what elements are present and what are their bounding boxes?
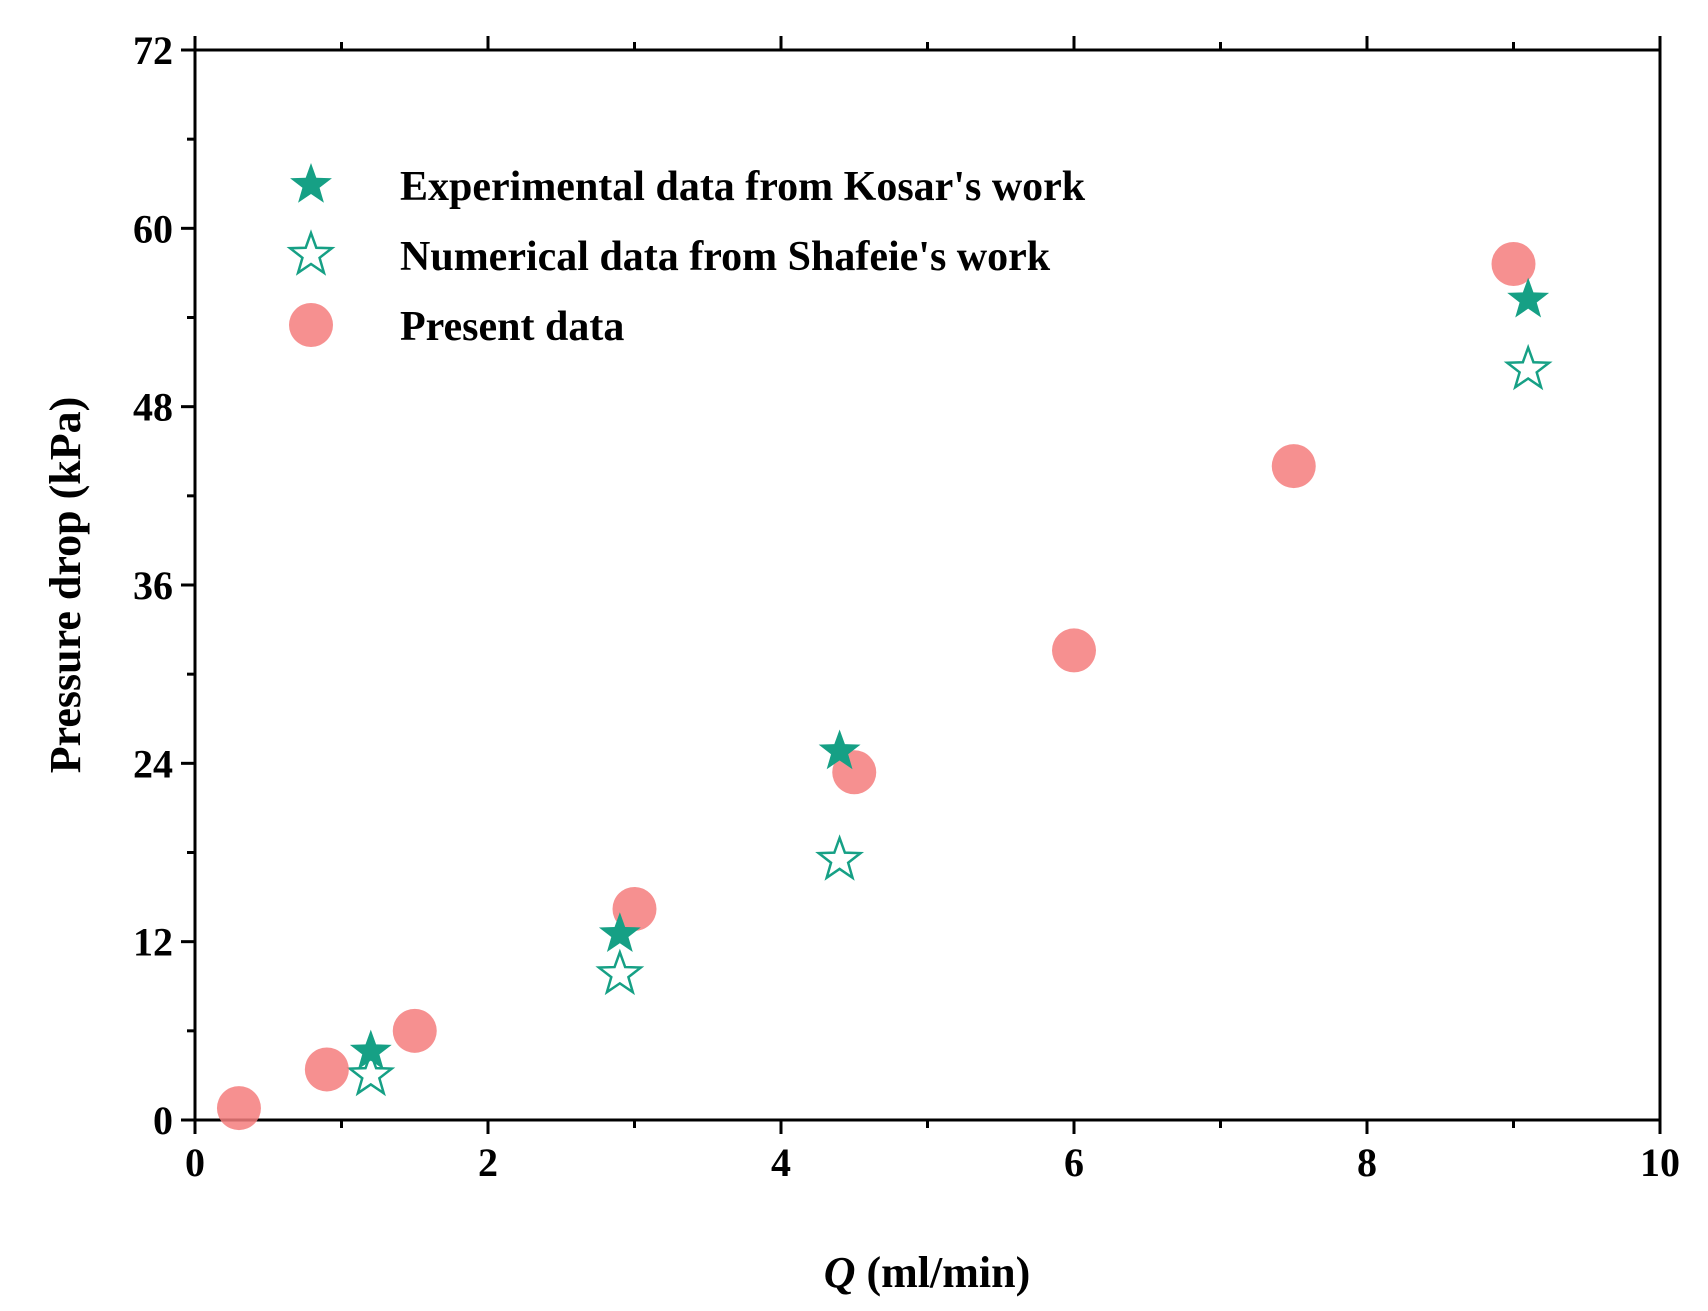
data-point xyxy=(1491,242,1536,286)
legend-marker xyxy=(286,229,336,276)
y-tick-label: 36 xyxy=(133,563,173,608)
x-tick-label: 8 xyxy=(1357,1140,1377,1185)
series-0 xyxy=(349,277,1550,1070)
x-tick-label: 10 xyxy=(1640,1140,1680,1185)
data-point xyxy=(595,948,645,996)
data-point xyxy=(1271,444,1316,489)
legend-label: Present data xyxy=(400,304,624,350)
x-tick-label: 4 xyxy=(771,1140,791,1185)
data-point xyxy=(815,834,865,881)
series-2 xyxy=(216,242,1536,1131)
plot-frame xyxy=(193,48,1662,1122)
x-tick-label: 6 xyxy=(1064,1140,1084,1185)
x-axis-unit: (ml/min) xyxy=(856,1248,1031,1297)
data-point xyxy=(1503,343,1553,391)
legend: Experimental data from Kosar's work Numer… xyxy=(286,163,1086,350)
x-axis-title: Q (ml/min) xyxy=(824,1248,1031,1297)
y-tick-label: 60 xyxy=(133,206,173,251)
y-tick-label: 72 xyxy=(133,28,173,73)
legend-marker xyxy=(290,163,332,203)
x-axis-symbol: Q xyxy=(824,1248,856,1297)
data-point xyxy=(216,1086,261,1131)
y-tick-label: 48 xyxy=(133,385,173,430)
data-point xyxy=(346,1049,396,1097)
legend-label: Numerical data from Shafeie's work xyxy=(400,234,1051,280)
x-tick-label: 0 xyxy=(185,1140,205,1185)
y-tick-label: 24 xyxy=(133,741,173,786)
data-point xyxy=(1052,628,1096,673)
y-tick-label: 12 xyxy=(133,920,173,965)
x-tick-label: 2 xyxy=(478,1140,498,1185)
axis-ticks xyxy=(181,36,1662,1134)
data-point xyxy=(598,912,641,953)
data-point xyxy=(304,1047,349,1092)
y-tick-label: 0 xyxy=(153,1098,173,1143)
data-point xyxy=(1507,277,1550,318)
legend-label: Experimental data from Kosar's work xyxy=(400,164,1086,210)
data-point xyxy=(392,1008,437,1053)
legend-marker xyxy=(289,303,333,347)
data-marks xyxy=(216,242,1553,1131)
y-axis-title: Pressure drop (kPa) xyxy=(41,397,90,773)
data-point xyxy=(612,886,657,931)
data-point xyxy=(818,729,861,770)
series-1 xyxy=(346,343,1553,1097)
data-point xyxy=(349,1029,392,1070)
